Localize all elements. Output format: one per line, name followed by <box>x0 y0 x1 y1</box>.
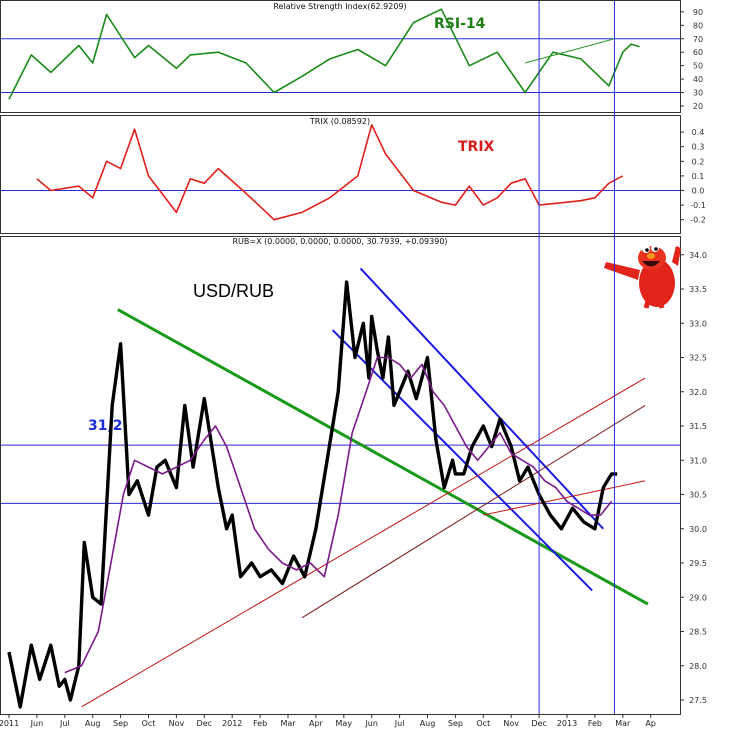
moving-average-line <box>64 356 613 674</box>
xtick-label: Apr <box>309 719 324 728</box>
rsi-trendline <box>525 38 615 64</box>
price-ytick-label: 33.0 <box>689 319 707 328</box>
rsi-tag: RSI-14 <box>434 16 486 32</box>
rsi-ytick-label: 80 <box>693 21 703 30</box>
rsi-ytick-label: 60 <box>693 48 703 57</box>
rsi-ytick-label: 90 <box>693 8 703 17</box>
xtick-label: Jul <box>59 719 70 728</box>
price-ytick-label: 28.0 <box>689 662 707 671</box>
xtick-label: Oct <box>476 719 490 728</box>
xtick-label: Dec <box>197 719 212 728</box>
price-trendline-4 <box>301 405 646 619</box>
trix-panel-frame <box>0 115 681 234</box>
price-ytick-label: 29.5 <box>689 559 707 568</box>
trix-panel-title: TRIX (0.08592) <box>309 117 370 126</box>
xtick-label: Nov <box>503 719 519 728</box>
rsi-layer <box>1 8 680 100</box>
price-heading: USD/RUB <box>193 281 274 301</box>
price-ytick-label: 28.5 <box>689 628 707 637</box>
xtick-label: Mar <box>615 719 631 728</box>
xtick-label: Nov <box>169 719 185 728</box>
price-ytick-label: 30.0 <box>689 525 707 534</box>
xtick-label: Sep <box>113 719 128 728</box>
xtick-label: May <box>336 719 353 728</box>
trix-tag: TRIX <box>458 139 495 155</box>
xtick-label: Sep <box>448 719 463 728</box>
level-label: 31,2 <box>88 418 123 434</box>
rsi-ytick-label: 40 <box>693 75 703 84</box>
xtick-label: 2011 <box>0 719 19 728</box>
xtick-label: 2012 <box>222 719 242 728</box>
rsi-panel-title: Relative Strength Index(62.9209) <box>273 2 406 11</box>
price-trendline-1 <box>359 267 605 530</box>
elmo-illustration <box>604 244 681 309</box>
panel-frames <box>0 0 681 715</box>
price-ytick-label: 33.5 <box>689 285 707 294</box>
trix-ytick-label: -0.1 <box>690 201 706 210</box>
price-ytick-label: 27.5 <box>689 696 707 705</box>
trix-layer <box>1 124 680 221</box>
rsi-ytick-label: 30 <box>693 89 703 98</box>
trix-ytick-label: 0.3 <box>692 143 705 152</box>
rsi-series-line <box>8 8 640 100</box>
price-ytick-label: 32.0 <box>689 388 707 397</box>
xtick-label: Mar <box>280 719 296 728</box>
price-layer <box>1 267 680 709</box>
xtick-label: Aug <box>85 719 101 728</box>
xtick-label: 2013 <box>557 719 577 728</box>
axes-layer: 20 30 40 50 60 70 80 90 -0.2 -0.1 0.0 0.1 0.2 0.3 0.4 2… <box>0 1 707 728</box>
rsi-ytick-label: 70 <box>693 35 703 44</box>
xtick-label: Ap <box>645 719 656 728</box>
xtick-label: Jun <box>364 719 378 728</box>
xtick-label: Jun <box>30 719 44 728</box>
price-ytick-label: 34.0 <box>689 251 707 260</box>
price-trendline-0 <box>117 308 649 606</box>
xtick-label: Oct <box>142 719 156 728</box>
price-trendline-2 <box>331 329 593 592</box>
xtick-label: Feb <box>253 719 267 728</box>
trix-series-line <box>36 124 624 221</box>
xtick-label: Jul <box>394 719 405 728</box>
price-ytick-label: 32.5 <box>689 354 707 363</box>
trix-ytick-label: 0.4 <box>692 128 705 137</box>
price-panel-title: RUB=X (0.0000, 0.0000, 0.0000, 30.7939, … <box>232 237 447 246</box>
xtick-label: Dec <box>531 719 546 728</box>
trix-ytick-label: 0.0 <box>692 187 705 196</box>
xtick-label: Aug <box>420 719 436 728</box>
price-ytick-label: 30.5 <box>689 491 707 500</box>
price-ytick-label: 31.0 <box>689 456 707 465</box>
price-trendline-3 <box>81 377 646 708</box>
rsi-ytick-label: 50 <box>693 62 703 71</box>
rsi-panel-frame <box>0 0 681 113</box>
trix-ytick-label: 0.2 <box>692 157 705 166</box>
xtick-label: Feb <box>588 719 602 728</box>
trix-ytick-label: -0.2 <box>690 216 706 225</box>
price-ytick-label: 29.0 <box>689 593 707 602</box>
trix-ytick-label: 0.1 <box>692 172 705 181</box>
price-series-line <box>7 280 618 709</box>
price-ytick-label: 31.5 <box>689 422 707 431</box>
price-panel-frame <box>0 236 681 715</box>
rsi-ytick-label: 20 <box>693 102 703 111</box>
